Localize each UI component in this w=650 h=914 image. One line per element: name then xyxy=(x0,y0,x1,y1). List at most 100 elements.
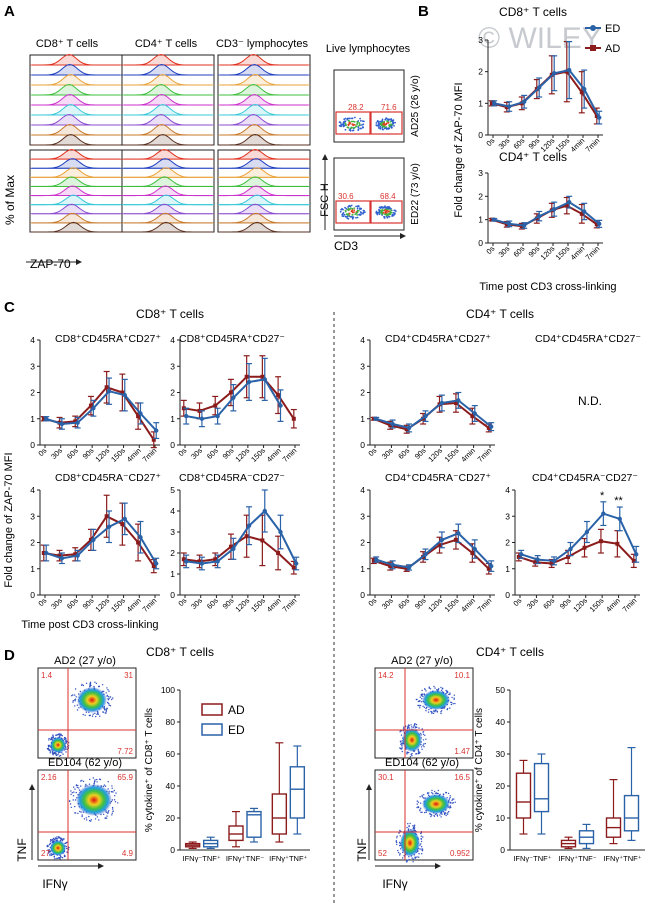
flow-dot xyxy=(114,795,116,797)
gate-top-right xyxy=(370,111,403,135)
flow-dot xyxy=(64,740,67,742)
series-line-ad xyxy=(43,386,155,441)
flow-dot xyxy=(431,792,433,794)
flow-dot xyxy=(343,118,346,121)
flow-dot xyxy=(350,120,353,123)
histogram-ylabel: % of Max xyxy=(3,175,17,225)
flow-dot xyxy=(423,706,426,708)
flow-dot xyxy=(419,809,421,811)
flow-dot xyxy=(343,120,346,123)
panel-c-xlabel: Time post CD3 cross-linking xyxy=(21,619,158,631)
y-tick-label: 10 xyxy=(496,813,506,823)
data-point-ad xyxy=(260,374,265,379)
flow-dot xyxy=(105,711,108,713)
y-tick-label: 3 xyxy=(30,361,35,371)
y-tick-label: 0 xyxy=(500,845,505,855)
flow-dot xyxy=(66,841,68,843)
flow-dot xyxy=(80,785,82,787)
flow-dot xyxy=(420,846,423,848)
flow-dot xyxy=(74,799,77,801)
flow-dot xyxy=(432,712,435,715)
data-point-ed xyxy=(472,546,477,552)
data-point-ad xyxy=(486,566,491,571)
flow-dot xyxy=(80,780,82,782)
legend-b-ed-label: ED xyxy=(605,23,620,35)
flow-dot xyxy=(407,823,409,825)
flow-dot xyxy=(60,733,62,736)
flow-dot xyxy=(439,814,441,816)
quadrant-value: 10.1 xyxy=(454,671,470,680)
flow-dot xyxy=(98,819,100,821)
flow-dot xyxy=(406,753,408,755)
data-point-ed xyxy=(439,537,445,543)
x-tick-label: 7min xyxy=(141,596,159,614)
y-tick-label: 0 xyxy=(170,440,175,450)
flow-dot xyxy=(420,746,423,748)
histogram-header-cd4: CD4⁺ T cells xyxy=(135,38,198,50)
x-tick-label: 90s xyxy=(413,446,428,461)
data-point-ed xyxy=(154,561,159,566)
flow-dot xyxy=(382,123,384,125)
x-tick-label: 4min xyxy=(125,446,143,464)
flow-dot xyxy=(351,211,354,213)
quadrant-value: 14.2 xyxy=(378,671,394,680)
flow-dot xyxy=(73,786,75,788)
y-tick-label: 1 xyxy=(170,569,175,579)
flow-dot xyxy=(421,748,423,750)
data-point-ad xyxy=(404,566,409,571)
flow-dot xyxy=(418,752,420,755)
chart-title: CD4⁺CD45RA⁻CD27⁺ xyxy=(385,472,491,484)
flow-dot xyxy=(344,206,346,209)
panel-d-left-flow: AD2 (27 y/o) ED104 (62 y/o) xyxy=(48,655,122,769)
data-point-ad xyxy=(631,558,636,563)
flow-dot xyxy=(111,698,113,701)
flow-dot xyxy=(390,118,392,121)
flow-dot xyxy=(356,207,359,210)
flow-dot xyxy=(47,745,50,748)
d-left-sample-bottom: ED104 (62 y/o) xyxy=(48,757,122,769)
data-point-ad xyxy=(151,564,156,569)
flow-dot xyxy=(108,690,110,692)
flow-dot xyxy=(346,215,349,218)
flow-dot xyxy=(355,125,357,128)
density-blob xyxy=(50,737,66,753)
flow-dot xyxy=(445,690,448,692)
histogram-xlabel: ZAP-70 xyxy=(30,257,71,271)
y-tick-label: 60 xyxy=(166,749,176,759)
flow-dot xyxy=(85,817,88,819)
y-tick-label: 1 xyxy=(478,215,483,225)
flow-dot xyxy=(451,798,454,800)
series-line-ed xyxy=(375,399,492,429)
x-tick-label: 0s xyxy=(36,446,48,458)
flow-dot xyxy=(48,749,50,752)
flow-dot xyxy=(402,857,404,859)
quadrant-plot xyxy=(374,667,474,759)
flow-dot xyxy=(48,739,50,741)
legend-b-ed-marker xyxy=(590,25,596,31)
data-point-ad xyxy=(533,560,538,565)
flow-dot xyxy=(96,778,98,781)
flow-dot xyxy=(418,853,420,855)
flow-dot xyxy=(361,124,363,126)
flow-dot xyxy=(347,119,350,122)
data-point-ad xyxy=(260,538,265,543)
flow-dot xyxy=(52,837,55,840)
flow-dot xyxy=(386,211,388,213)
flow-dot xyxy=(398,832,400,834)
data-point-ed xyxy=(106,388,112,394)
category-label: IFNγ⁺TNF⁺ xyxy=(603,854,641,863)
box-ad xyxy=(271,793,288,835)
flow-dot xyxy=(416,800,418,802)
flow-dot xyxy=(430,815,432,818)
data-point-ed xyxy=(246,523,252,528)
flow-dot xyxy=(421,701,423,703)
flow-dot xyxy=(99,778,102,781)
flow-dot xyxy=(355,212,358,214)
quadrant-value: 30.1 xyxy=(378,773,394,782)
data-point-ad xyxy=(470,414,475,419)
flow-dot xyxy=(387,122,390,124)
density-blob xyxy=(77,687,107,713)
flow-dot xyxy=(415,698,418,701)
y-tick-label: 3 xyxy=(478,35,483,45)
x-tick-label: 150s xyxy=(554,136,572,154)
